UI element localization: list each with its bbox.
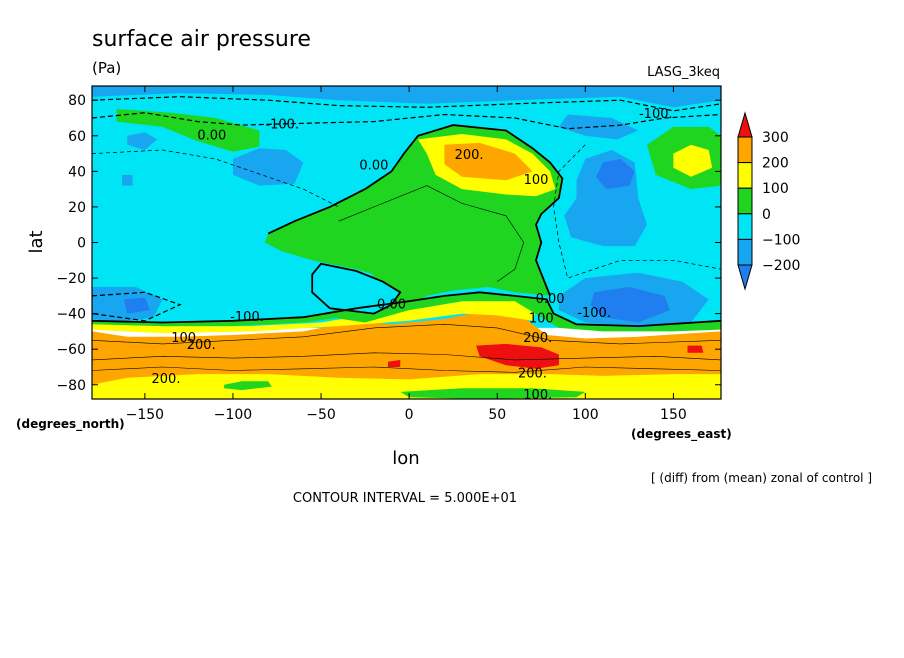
y-tick-label: 60 bbox=[68, 129, 86, 145]
region-top-blue bbox=[92, 86, 721, 108]
colorbar-label: 300 bbox=[762, 130, 789, 146]
contour-label: -100. bbox=[577, 306, 611, 321]
colorbar-label: 100 bbox=[762, 181, 789, 197]
contour-label: 200. bbox=[523, 331, 552, 346]
colorbar: 300 200 100 0 −100 −200 bbox=[737, 111, 800, 291]
x-axis-ticks: −150 −100 −50 0 50 100 150 bbox=[126, 86, 687, 423]
contour-label: 100. bbox=[523, 388, 552, 403]
contour-label: -100. bbox=[265, 118, 299, 133]
contour-thin-sh-2 bbox=[92, 352, 721, 361]
contour-label: 200. bbox=[455, 148, 484, 163]
contour-thin-nh-1 bbox=[338, 185, 525, 282]
diff-comment: [ (diff) from (mean) zonal of control ] bbox=[651, 471, 872, 485]
region-nh-orange bbox=[444, 142, 533, 181]
colorbar-label: −100 bbox=[762, 232, 800, 248]
region-nw-blue2 bbox=[233, 148, 304, 186]
y-axis-ticks: −80 −60 −40 −20 0 20 40 60 80 bbox=[56, 93, 721, 394]
y-tick-label: −20 bbox=[56, 271, 86, 287]
colorbar-label: −200 bbox=[762, 258, 800, 274]
contour-label: -100. bbox=[230, 310, 264, 325]
contour-label: 100 bbox=[529, 312, 554, 327]
x-axis-label: lon bbox=[392, 448, 419, 469]
contour-label: 100 bbox=[171, 331, 196, 346]
contour-labels: 0.00-100.0.00200.100-100.0.00-100.0.0010… bbox=[152, 107, 673, 403]
contour-lines bbox=[92, 96, 721, 373]
x-tick-label: −100 bbox=[214, 407, 252, 423]
colorbar-swatch bbox=[737, 162, 753, 189]
x-tick-label: −150 bbox=[126, 407, 164, 423]
contour-label: 0.00 bbox=[377, 297, 406, 312]
filled-contours bbox=[92, 86, 721, 399]
y-tick-label: 80 bbox=[68, 93, 86, 109]
y-tick-label: 40 bbox=[68, 164, 86, 180]
colorbar-label: 200 bbox=[762, 156, 789, 172]
x-tick-label: 50 bbox=[488, 407, 506, 423]
contour-label: 200. bbox=[518, 367, 547, 382]
region-nw-green bbox=[116, 109, 260, 152]
y-axis-label: lat bbox=[26, 230, 47, 253]
contour-label: 200. bbox=[187, 338, 216, 353]
region-sh-red-dot1 bbox=[388, 359, 401, 367]
plot-area: 0.00-100.0.00200.100-100.0.00-100.0.0010… bbox=[92, 86, 721, 403]
colorbar-swatch bbox=[737, 238, 753, 266]
region-sh-green-p1 bbox=[224, 381, 272, 391]
region-deep-blue3 bbox=[123, 297, 151, 314]
y-tick-label: 20 bbox=[68, 200, 86, 216]
contour-dash-50-east bbox=[553, 144, 721, 279]
contour-label: 100 bbox=[524, 173, 549, 188]
contour-label: 0.00 bbox=[197, 128, 226, 143]
colorbar-arrow-top bbox=[737, 111, 753, 138]
chart-title: surface air pressure bbox=[92, 27, 311, 52]
y-units-label: (degrees_north) bbox=[16, 417, 125, 432]
contour-thick-zero-sh bbox=[92, 291, 721, 328]
region-ne-blue bbox=[558, 114, 639, 140]
contour-thick-zero-hole bbox=[311, 262, 402, 315]
y-tick-label: −40 bbox=[56, 307, 86, 323]
x-tick-label: 0 bbox=[405, 407, 414, 423]
contour-label: -100. bbox=[639, 107, 673, 122]
region-sh-orange bbox=[92, 310, 721, 385]
units-label: (Pa) bbox=[92, 59, 121, 77]
region-deep-blue1 bbox=[590, 287, 670, 323]
x-tick-label: 150 bbox=[660, 407, 687, 423]
model-label: LASG_3keq bbox=[647, 65, 720, 80]
contour-label: 200. bbox=[152, 372, 181, 387]
contour-thin-sh-3 bbox=[92, 366, 721, 373]
region-sh-cyan-hole bbox=[312, 263, 401, 314]
region-ne-yellow bbox=[673, 144, 713, 177]
region-sh-green-p2 bbox=[400, 388, 586, 399]
x-tick-label: 100 bbox=[572, 407, 599, 423]
colorbar-label: 0 bbox=[762, 207, 771, 223]
region-nw-blue3 bbox=[122, 174, 133, 186]
contour-thick-zero-nh bbox=[267, 124, 564, 297]
region-deep-blue2 bbox=[595, 158, 635, 190]
contour-label: 0.00 bbox=[536, 292, 565, 307]
contour-interval: CONTOUR INTERVAL = 5.000E+01 bbox=[293, 491, 517, 506]
contour-thin-sh-1 bbox=[92, 323, 721, 345]
contour-dash-sw bbox=[92, 291, 182, 322]
x-tick-label: −50 bbox=[306, 407, 336, 423]
colorbar-swatch bbox=[737, 136, 753, 164]
region-sh-green-band bbox=[92, 292, 721, 332]
region-nw-blue1 bbox=[127, 132, 158, 150]
x-units-label: (degrees_east) bbox=[631, 427, 732, 442]
region-sh-yellow-band bbox=[92, 299, 536, 334]
y-tick-label: −60 bbox=[56, 342, 86, 358]
colorbar-swatch bbox=[737, 187, 753, 215]
region-sh-red-dot2 bbox=[687, 345, 704, 353]
colorbar-swatch bbox=[737, 213, 753, 240]
contour-dash-100-nw bbox=[92, 112, 721, 130]
colorbar-arrow-bottom bbox=[737, 264, 753, 291]
region-sh-red bbox=[476, 343, 559, 369]
contour-label: 0.00 bbox=[359, 159, 388, 174]
y-tick-label: 0 bbox=[77, 236, 86, 252]
y-tick-label: −80 bbox=[56, 378, 86, 394]
